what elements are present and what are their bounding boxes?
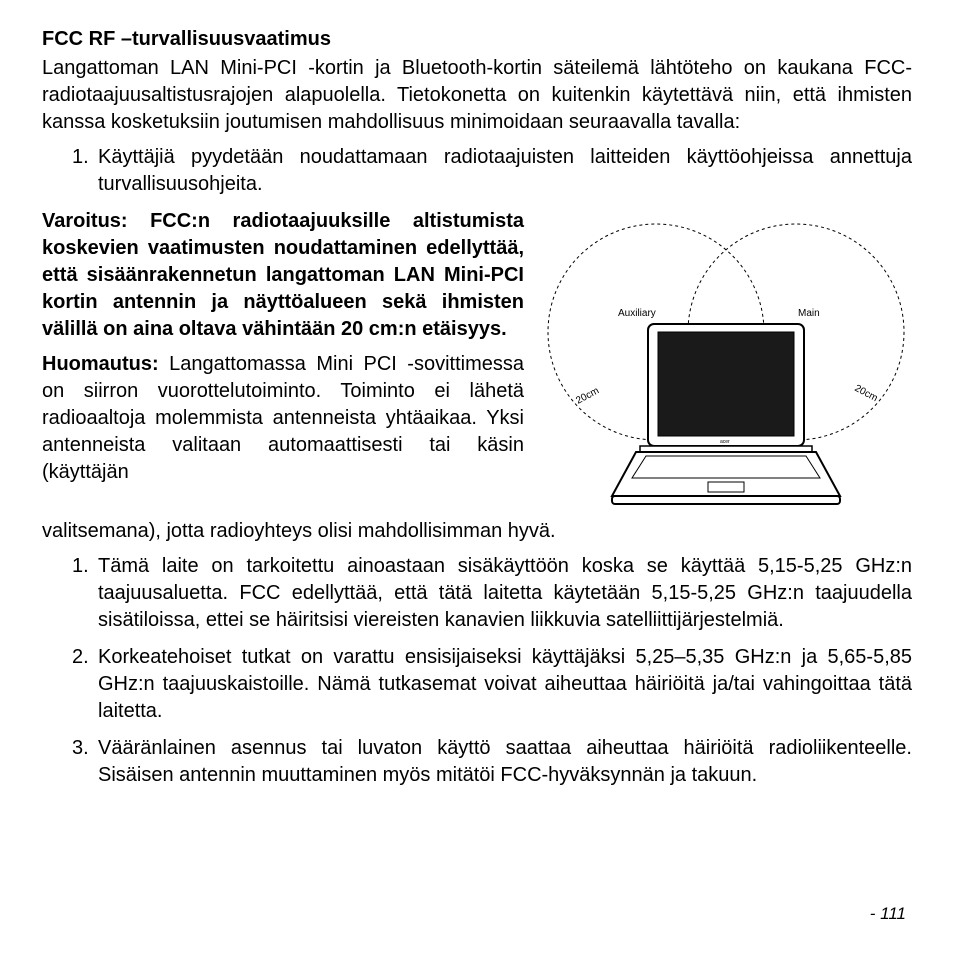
distance-label-right: 20cm	[853, 383, 880, 404]
note-prefix: Huomautus:	[42, 353, 159, 375]
list-text: Korkeatehoiset tutkat on varattu ensisij…	[98, 644, 912, 725]
list-number: 1.	[72, 553, 98, 634]
intro-paragraph: Langattoman LAN Mini-PCI -kortin ja Blue…	[42, 55, 912, 136]
note-overflow: valitsemana), jotta radioyhteys olisi ma…	[42, 518, 912, 545]
list-text: Vääränlainen asennus tai luvaton käyttö …	[98, 735, 912, 789]
note-paragraph: Huomautus: Langattomassa Mini PCI -sovit…	[42, 351, 524, 486]
list-number: 3.	[72, 735, 98, 789]
list-number: 2.	[72, 644, 98, 725]
list-number: 1.	[72, 144, 98, 198]
bottom-list-item-1: 1. Tämä laite on tarkoitettu ainoastaan …	[72, 553, 912, 634]
page-number: - 111	[870, 904, 906, 924]
distance-label-left: 20cm	[574, 385, 601, 406]
bottom-list-item-2: 2. Korkeatehoiset tutkat on varattu ensi…	[72, 644, 912, 725]
list-text: Käyttäjiä pyydetään noudattamaan radiota…	[98, 144, 912, 198]
section-heading: FCC RF –turvallisuusvaatimus	[42, 28, 912, 51]
warning-paragraph: Varoitus: FCC:n radiotaajuuksille altist…	[42, 208, 524, 343]
bottom-list-item-3: 3. Vääränlainen asennus tai luvaton käyt…	[72, 735, 912, 789]
svg-text:acer: acer	[720, 439, 730, 445]
list-text: Tämä laite on tarkoitettu ainoastaan sis…	[98, 553, 912, 634]
antenna-diagram: Auxiliary Main 20cm 20cm acer	[540, 212, 912, 512]
auxiliary-label: Auxiliary	[618, 308, 656, 319]
main-label: Main	[798, 308, 820, 319]
top-list-item-1: 1. Käyttäjiä pyydetään noudattamaan radi…	[72, 144, 912, 198]
